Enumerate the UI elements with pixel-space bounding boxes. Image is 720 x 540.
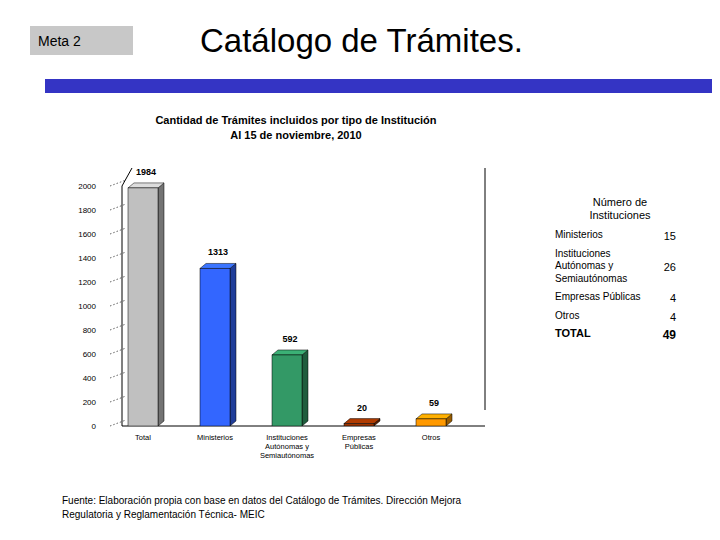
x-tick-label: EmpresasPúblicas	[342, 433, 376, 451]
bar	[128, 188, 158, 426]
slide-title: Catálogo de Trámites.	[200, 22, 523, 59]
table-row-value: 49	[663, 328, 677, 342]
text-line: Empresas Públicas	[555, 291, 641, 302]
table-row-value: 15	[664, 230, 676, 242]
y-tick-label: 200	[83, 398, 97, 407]
chart-title: Cantidad de Trámites incluidos por tipo …	[155, 114, 436, 126]
tick-mark	[110, 276, 126, 282]
axes: 0 200 400 600 800 1000 1200 1400 1600 1800 2000	[78, 168, 485, 431]
bar	[272, 355, 302, 426]
tick-mark	[110, 252, 126, 258]
table-title: Número deInstituciones	[589, 196, 651, 221]
text-line: Total	[135, 433, 151, 442]
bar-top	[200, 263, 236, 268]
text-line: Instituciones	[555, 248, 611, 259]
y-tick-label: 1600	[78, 230, 96, 239]
tick-mark	[110, 420, 126, 426]
y-axis-line	[122, 186, 123, 426]
tag: Meta 2	[38, 33, 81, 49]
source-line: Regulatoria y Reglamentación Técnica- ME…	[62, 509, 265, 520]
bars	[128, 183, 452, 426]
bar	[416, 419, 446, 426]
text-line: Otros	[555, 310, 579, 321]
y-tick-label: 800	[83, 326, 97, 335]
bar-top	[272, 350, 308, 355]
y-tick-label: 1000	[78, 302, 96, 311]
bar	[200, 268, 230, 426]
tick-mark	[110, 396, 126, 402]
text-line: Ministerios	[197, 433, 233, 442]
tick-mark	[110, 204, 126, 210]
text-line: Número de	[593, 196, 647, 208]
tick-mark	[110, 228, 126, 234]
data-label: 59	[429, 398, 439, 408]
x-tick-label: Ministerios	[197, 433, 233, 442]
data-label: 1313	[208, 247, 228, 257]
table-row-value: 26	[664, 261, 676, 273]
source-line: Fuente: Elaboración propia con base en d…	[62, 495, 462, 506]
tick-mark	[110, 372, 126, 378]
text-line: Instituciones	[589, 209, 651, 221]
y-tick-label: 400	[83, 374, 97, 383]
text-line: Otros	[422, 433, 441, 442]
y-tick-label: 1800	[78, 206, 96, 215]
title-band	[45, 79, 712, 93]
data-label: 592	[282, 334, 297, 344]
institutions-table: Número deInstitucionesMinisterios15Insti…	[555, 196, 676, 342]
table-row-value: 4	[670, 311, 676, 323]
tick-mark	[110, 180, 126, 186]
text-line: Semiautónomas	[555, 273, 627, 284]
wall-top-edge	[122, 168, 132, 186]
bar-top	[416, 414, 452, 419]
table-row-label: Ministerios	[555, 229, 603, 240]
bar-side	[230, 263, 236, 426]
x-tick-label: Otros	[422, 433, 441, 442]
back-wall-edge	[485, 168, 486, 410]
table-row-label: InstitucionesAutónomas y Semiautónomas	[555, 248, 627, 284]
slide-canvas: Meta 2 Catálogo de Trámites. Cantidad de T…	[0, 0, 720, 540]
bar-top	[128, 183, 164, 188]
slide: Meta 2 Catálogo de Trámites. Cantidad de T…	[0, 0, 720, 540]
x-tick-label: Total	[135, 433, 151, 442]
text-line: Instituciones	[266, 433, 308, 442]
footer: Fuente: Elaboración propia con base en d…	[62, 495, 462, 520]
y-tick-label: 2000	[78, 182, 96, 191]
bar-side	[302, 350, 308, 426]
bar	[344, 424, 374, 426]
y-tick-label: 0	[92, 422, 97, 431]
labels: 1984 Total 1313 Ministerios 592 Instituciones…	[135, 167, 440, 460]
text-line: Autónomas y	[265, 442, 309, 451]
data-label: 20	[357, 403, 367, 413]
text-line: Públicas	[345, 442, 374, 451]
y-tick-label: 600	[83, 350, 97, 359]
bar-top	[344, 419, 380, 424]
table-row-label: TOTAL	[555, 327, 591, 339]
tick-mark	[110, 300, 126, 306]
data-label: 1984	[136, 167, 156, 177]
bar-side	[158, 183, 164, 426]
text-line: Ministerios	[555, 229, 603, 240]
table-row-label: Empresas Públicas	[555, 291, 641, 302]
table-row-label: Otros	[555, 310, 579, 321]
x-tick-label: InstitucionesAutónomas ySemiautónomas	[260, 433, 314, 460]
text-line: TOTAL	[555, 327, 591, 339]
text-line: Semiautónomas	[260, 451, 314, 460]
table-row-value: 4	[670, 292, 676, 304]
text-line: Empresas	[342, 433, 376, 442]
text-line: Autónomas y	[555, 260, 613, 271]
y-tick-label: 1400	[78, 254, 96, 263]
tick-mark	[110, 348, 126, 354]
y-tick-label: 1200	[78, 278, 96, 287]
tag-box	[30, 26, 133, 55]
tick-mark	[110, 324, 126, 330]
chart-subtitle: Al 15 de noviembre, 2010	[230, 129, 361, 141]
